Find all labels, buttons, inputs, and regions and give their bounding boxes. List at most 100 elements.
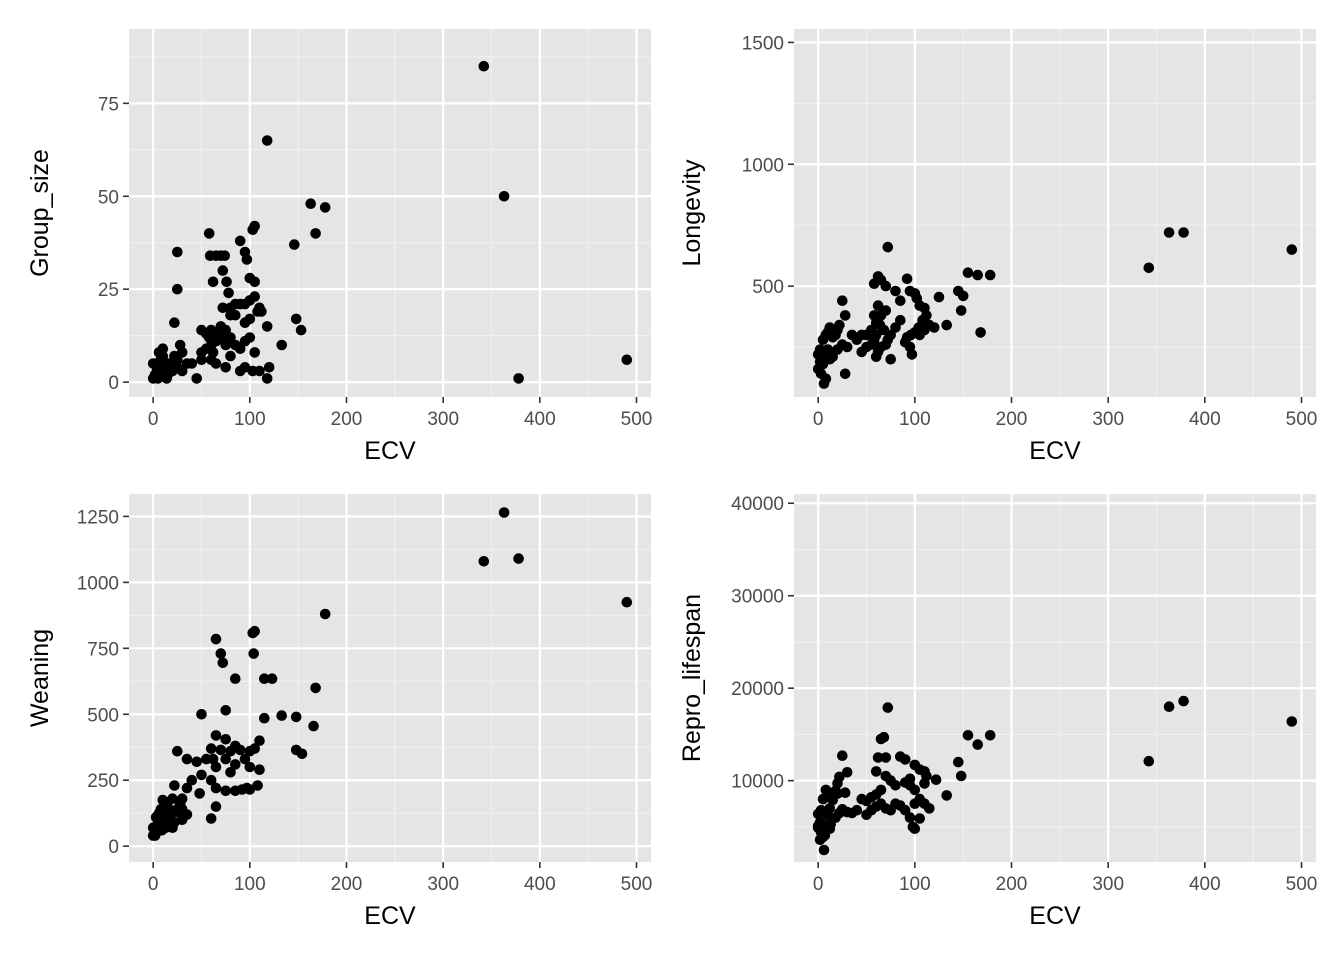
data-point (814, 356, 826, 368)
data-point (205, 813, 217, 824)
data-point (174, 339, 186, 351)
data-point (169, 817, 180, 828)
data-point (818, 378, 830, 389)
data-point (239, 317, 251, 329)
data-point (241, 254, 253, 265)
data-point (837, 295, 848, 307)
data-point (899, 754, 911, 765)
data-point (169, 317, 180, 329)
x-tick-label: 200 (996, 409, 1028, 430)
data-point (254, 735, 265, 746)
data-point (319, 202, 331, 213)
data-point (928, 322, 940, 333)
data-point (846, 807, 858, 819)
data-point (247, 627, 258, 639)
x-axis-title: ECV (1029, 902, 1081, 930)
data-point (220, 785, 231, 797)
data-point (841, 767, 853, 778)
data-point (225, 745, 236, 757)
data-point (159, 798, 171, 810)
data-point (812, 822, 824, 834)
data-point (872, 300, 884, 311)
data-point (181, 782, 193, 794)
data-point (249, 291, 260, 302)
y-axis-title: Repro_lifespan (678, 594, 706, 762)
data-point (196, 709, 207, 720)
data-point (234, 744, 246, 756)
data-point (880, 770, 892, 782)
data-point (259, 673, 270, 684)
x-tick-label: 500 (621, 874, 653, 895)
y-tick-label: 750 (87, 639, 119, 660)
data-point (818, 844, 830, 856)
y-tick-label: 1000 (77, 573, 119, 594)
data-point (234, 343, 246, 355)
y-axis-title: Longevity (678, 159, 706, 267)
x-tick-label: 0 (813, 409, 824, 430)
data-point (196, 769, 207, 781)
data-point (210, 761, 222, 773)
y-tick-label: 20000 (731, 679, 784, 700)
data-point (210, 358, 222, 369)
data-point (219, 250, 230, 261)
data-point (249, 347, 260, 358)
data-point (895, 295, 906, 307)
x-tick-label: 300 (1092, 874, 1124, 895)
data-point (172, 354, 183, 366)
x-tick-label: 100 (899, 874, 931, 895)
x-tick-label: 0 (813, 874, 824, 895)
x-tick-label: 0 (148, 874, 159, 895)
data-point (1178, 227, 1189, 238)
y-tick-label: 1500 (742, 33, 784, 54)
x-tick-label: 100 (234, 874, 266, 895)
data-point (186, 774, 198, 786)
data-point (266, 673, 278, 684)
y-tick-label: 500 (87, 705, 119, 726)
data-point (955, 770, 967, 782)
data-point (839, 368, 851, 380)
data-point (817, 793, 829, 805)
data-point (909, 798, 921, 809)
data-point (856, 346, 867, 358)
y-axis-title: Weaning (26, 629, 54, 727)
x-tick-label: 400 (1189, 409, 1221, 430)
data-point (882, 702, 894, 713)
data-point (196, 324, 207, 336)
data-point (1143, 755, 1155, 767)
y-tick-label: 50 (98, 187, 119, 208)
data-point (172, 246, 183, 258)
data-point (975, 327, 986, 338)
data-point (319, 608, 331, 620)
data-point (203, 228, 215, 239)
data-point (225, 309, 236, 321)
x-tick-label: 200 (331, 874, 363, 895)
data-point (210, 801, 222, 812)
data-point (933, 291, 945, 303)
data-point (220, 705, 231, 716)
data-point (201, 753, 212, 765)
data-point (215, 332, 227, 343)
data-point (878, 731, 890, 743)
data-point (215, 744, 227, 756)
data-point (160, 822, 171, 833)
data-point (837, 750, 848, 761)
data-point (191, 756, 202, 768)
data-point (225, 350, 236, 362)
data-point (868, 310, 880, 321)
data-point (261, 135, 273, 146)
data-point (205, 774, 217, 786)
data-point (295, 324, 307, 336)
data-point (880, 305, 892, 316)
data-point (256, 306, 267, 317)
data-point (904, 812, 916, 823)
data-point (165, 362, 176, 373)
data-point (825, 818, 836, 830)
data-point (941, 319, 952, 331)
data-point (953, 756, 964, 768)
x-axis-title: ECV (364, 437, 416, 465)
data-point (290, 313, 302, 325)
data-point (220, 753, 231, 765)
data-point (261, 373, 273, 384)
data-point (217, 265, 229, 276)
